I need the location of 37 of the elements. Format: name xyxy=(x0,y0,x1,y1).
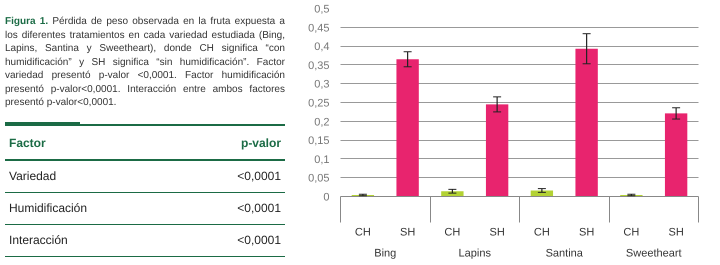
y-tick-label: 0,1 xyxy=(314,154,330,166)
x-tick-label: SH xyxy=(489,226,505,238)
x-tick-label: CH xyxy=(534,226,550,238)
text: Bing xyxy=(374,248,396,260)
y-tick-label: 0 xyxy=(323,192,330,204)
bar xyxy=(396,59,419,196)
text: p-valor xyxy=(180,128,285,160)
x-tick-label: CH xyxy=(623,226,640,238)
x-tick-label: SH xyxy=(400,226,416,238)
y-tick-label: 0,25 xyxy=(308,98,330,110)
x-tick-label: CH xyxy=(354,226,371,238)
y-tick-label: 0,15 xyxy=(308,135,330,148)
bar xyxy=(575,48,598,196)
text: <0,0001 xyxy=(180,160,285,192)
y-tick-label: 0,35 xyxy=(308,60,330,72)
bar xyxy=(441,191,464,196)
text: Santina xyxy=(546,248,584,260)
text: Interacción xyxy=(5,224,180,257)
text: Lapins xyxy=(458,248,492,260)
text: Humidificación xyxy=(5,192,180,224)
x-tick-label: CH xyxy=(444,226,460,238)
text: Sweetheart xyxy=(626,248,682,260)
text: <0,0001 xyxy=(180,192,285,224)
y-tick-label: 0,4 xyxy=(314,41,330,54)
text: Figura 1. xyxy=(5,16,48,27)
text: Variedad xyxy=(5,160,180,192)
bar xyxy=(664,113,688,196)
y-tick-label: 0,45 xyxy=(308,22,330,34)
x-tick-label: SH xyxy=(578,226,594,238)
bar xyxy=(486,104,508,196)
y-tick-label: 0,05 xyxy=(308,172,330,185)
text: Factor xyxy=(5,128,180,160)
y-tick-label: 0,2 xyxy=(314,116,330,128)
text: <0,0001 xyxy=(180,224,285,257)
x-tick-label: SH xyxy=(668,226,684,238)
y-tick-label: 0,5 xyxy=(314,4,330,16)
y-tick-label: 0,3 xyxy=(314,78,330,91)
